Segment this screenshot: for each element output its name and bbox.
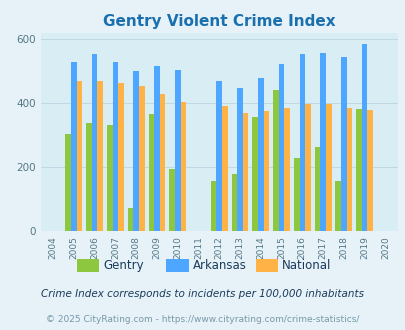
Bar bbox=[257, 78, 263, 231]
Bar bbox=[210, 181, 216, 231]
Bar bbox=[335, 181, 340, 231]
Bar bbox=[107, 125, 112, 231]
Bar bbox=[340, 57, 346, 231]
Bar bbox=[263, 111, 269, 231]
Bar bbox=[222, 106, 227, 231]
Bar bbox=[299, 54, 305, 231]
Bar bbox=[154, 66, 159, 231]
Bar bbox=[314, 147, 320, 231]
Bar bbox=[169, 169, 175, 231]
Bar bbox=[92, 54, 97, 231]
Bar bbox=[77, 81, 82, 231]
Bar bbox=[284, 108, 289, 231]
Bar bbox=[65, 134, 71, 231]
Bar bbox=[325, 104, 331, 231]
Bar bbox=[305, 104, 310, 231]
Bar bbox=[237, 88, 242, 231]
Bar bbox=[148, 115, 154, 231]
Bar bbox=[118, 83, 124, 231]
Bar bbox=[367, 110, 372, 231]
Bar bbox=[175, 70, 180, 231]
Bar bbox=[159, 94, 165, 231]
Bar bbox=[139, 86, 144, 231]
Bar bbox=[97, 81, 103, 231]
Bar bbox=[278, 64, 284, 231]
Text: National: National bbox=[281, 259, 331, 272]
Text: © 2025 CityRating.com - https://www.cityrating.com/crime-statistics/: © 2025 CityRating.com - https://www.city… bbox=[46, 315, 359, 324]
Bar bbox=[231, 174, 237, 231]
Bar bbox=[133, 71, 139, 231]
Bar bbox=[86, 123, 92, 231]
Text: Arkansas: Arkansas bbox=[192, 259, 246, 272]
Bar bbox=[216, 81, 222, 231]
Bar bbox=[361, 44, 367, 231]
Bar bbox=[273, 89, 278, 231]
Title: Gentry Violent Crime Index: Gentry Violent Crime Index bbox=[103, 14, 335, 29]
Bar bbox=[293, 157, 299, 231]
Bar bbox=[242, 114, 248, 231]
Bar bbox=[346, 108, 352, 231]
Bar bbox=[112, 62, 118, 231]
Bar bbox=[180, 102, 185, 231]
Bar bbox=[252, 117, 257, 231]
Bar bbox=[355, 109, 361, 231]
Bar bbox=[128, 208, 133, 231]
Bar bbox=[320, 53, 325, 231]
Text: Crime Index corresponds to incidents per 100,000 inhabitants: Crime Index corresponds to incidents per… bbox=[41, 289, 364, 299]
Text: Gentry: Gentry bbox=[103, 259, 144, 272]
Bar bbox=[71, 62, 77, 231]
